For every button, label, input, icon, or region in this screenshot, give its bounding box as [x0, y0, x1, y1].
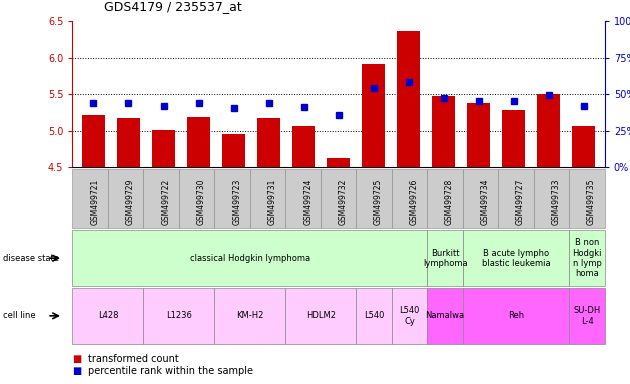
Text: L1236: L1236: [166, 311, 192, 320]
Text: L540: L540: [364, 311, 384, 320]
Bar: [398, 31, 420, 167]
Text: HDLM2: HDLM2: [306, 311, 336, 320]
Text: classical Hodgkin lymphoma: classical Hodgkin lymphoma: [190, 254, 310, 263]
Text: L428: L428: [98, 311, 118, 320]
Text: transformed count: transformed count: [88, 354, 179, 364]
Text: GDS4179 / 235537_at: GDS4179 / 235537_at: [104, 0, 242, 13]
Bar: [292, 126, 315, 167]
Bar: [82, 114, 105, 167]
Text: GSM499722: GSM499722: [161, 179, 170, 225]
Bar: [537, 94, 560, 167]
Text: GSM499721: GSM499721: [90, 179, 99, 225]
Bar: [327, 158, 350, 167]
Text: B non
Hodgki
n lymp
homa: B non Hodgki n lymp homa: [572, 238, 602, 278]
Text: percentile rank within the sample: percentile rank within the sample: [88, 366, 253, 376]
Text: GSM499735: GSM499735: [587, 178, 596, 225]
Text: GSM499727: GSM499727: [516, 178, 525, 225]
Bar: [573, 126, 595, 167]
Text: GSM499729: GSM499729: [126, 178, 135, 225]
Text: ■: ■: [72, 354, 82, 364]
Text: B acute lympho
blastic leukemia: B acute lympho blastic leukemia: [482, 248, 551, 268]
Text: GSM499733: GSM499733: [552, 178, 561, 225]
Text: GSM499732: GSM499732: [339, 178, 348, 225]
Text: Namalwa: Namalwa: [425, 311, 465, 320]
Bar: [222, 134, 245, 167]
Text: L540
Cy: L540 Cy: [399, 306, 420, 326]
Text: GSM499726: GSM499726: [410, 178, 418, 225]
Text: GSM499734: GSM499734: [481, 178, 490, 225]
Text: SU-DH
L-4: SU-DH L-4: [573, 306, 600, 326]
Text: GSM499723: GSM499723: [232, 178, 241, 225]
Text: cell line: cell line: [3, 311, 36, 320]
Bar: [432, 96, 455, 167]
Text: GSM499730: GSM499730: [197, 178, 205, 225]
Text: KM-H2: KM-H2: [236, 311, 263, 320]
Text: Burkitt
lymphoma: Burkitt lymphoma: [423, 248, 467, 268]
Text: GSM499724: GSM499724: [303, 178, 312, 225]
Text: GSM499731: GSM499731: [268, 178, 277, 225]
Bar: [117, 118, 140, 167]
Bar: [502, 110, 525, 167]
Text: GSM499725: GSM499725: [374, 178, 383, 225]
Bar: [152, 130, 175, 167]
Text: Reh: Reh: [508, 311, 524, 320]
Text: GSM499728: GSM499728: [445, 179, 454, 225]
Bar: [362, 64, 385, 167]
Bar: [187, 118, 210, 167]
Text: disease state: disease state: [3, 254, 59, 263]
Text: ■: ■: [72, 366, 82, 376]
Bar: [467, 103, 490, 167]
Bar: [257, 118, 280, 167]
